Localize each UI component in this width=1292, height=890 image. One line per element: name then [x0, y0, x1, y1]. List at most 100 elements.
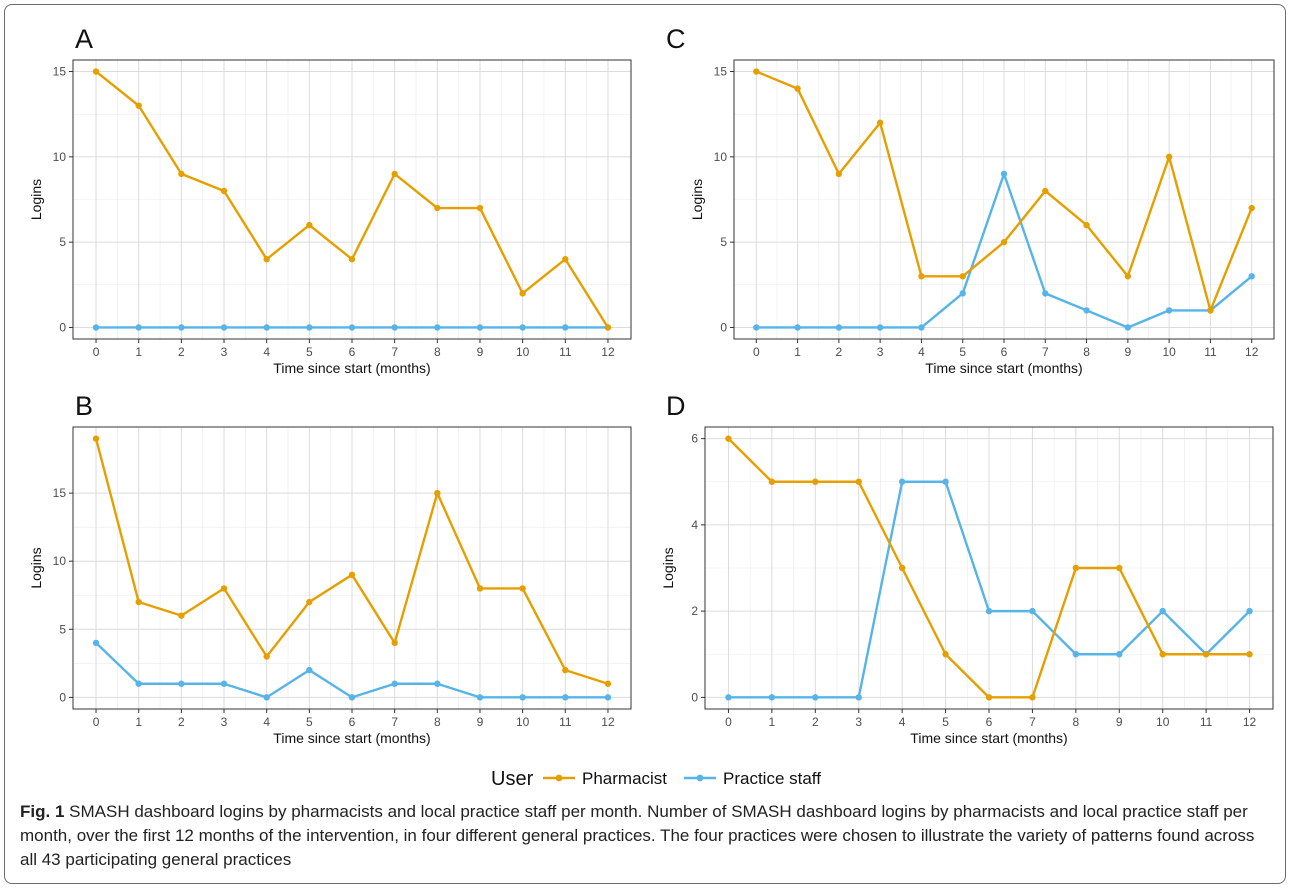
panel-b-series-pharmacist-point — [562, 666, 569, 674]
panel-a-xtick-label: 4 — [263, 345, 270, 359]
panel-d-xtick-label: 3 — [855, 715, 862, 729]
panel-c-xtick-label: 12 — [1245, 345, 1259, 359]
panel-c-series-practice-staff-point — [876, 324, 884, 331]
panel-d-series-pharmacist-point — [725, 435, 732, 442]
panel-c-ytick-label: 10 — [714, 150, 728, 164]
panel-c-series-pharmacist-point — [876, 119, 884, 126]
panel-b-series-practice-staff-point — [519, 694, 526, 701]
panel-c-series-practice-staff-point — [959, 290, 966, 297]
panel-a-ytick-label: 5 — [59, 235, 66, 249]
panel-d-series-practice-staff-point — [1159, 607, 1166, 615]
panel-c-xtick-label: 2 — [836, 345, 843, 359]
panel-d-series-pharmacist-point — [855, 478, 862, 485]
panel-b-series-practice-staff-point — [604, 694, 612, 701]
panel-b-series-practice-staff-point — [562, 694, 569, 701]
panel-c-series-practice-staff-point — [1000, 170, 1008, 178]
panel-b-series-pharmacist-point — [220, 585, 228, 592]
panel-c-xtick-label: 1 — [794, 345, 801, 359]
panel-b-xtick-label: 0 — [93, 715, 100, 729]
panel-c-series-practice-staff-point — [1124, 324, 1132, 331]
panel-b-xtick-label: 9 — [477, 715, 484, 729]
panel-d-series-practice-staff-point — [942, 478, 949, 485]
panel-a-series-pharmacist-point — [391, 170, 398, 178]
panel-a-series-practice-staff-point — [135, 324, 142, 331]
panel-c-series-practice-staff-point — [1165, 307, 1173, 314]
figure-caption: Fig. 1 SMASH dashboard logins by pharmac… — [20, 800, 1275, 872]
panel-d-series-pharmacist-point — [898, 564, 906, 572]
panel-b-xaxis-title: Time since start (months) — [273, 730, 430, 746]
panel-c-series-pharmacist-point — [835, 170, 843, 178]
panel-a-series-pharmacist-point — [476, 204, 484, 212]
panel-b-series-pharmacist-point — [306, 598, 313, 606]
panel-a-yaxis-title: Logins — [28, 179, 44, 220]
panel-b-series-pharmacist-point — [135, 598, 142, 606]
panel-b-ytick-label: 0 — [59, 690, 66, 704]
panel-c-series-pharmacist-point — [1000, 238, 1008, 246]
panel-d-xtick-label: 5 — [942, 715, 949, 729]
panel-c-series-practice-staff-point — [1042, 290, 1049, 297]
panel-a-xtick-label: 5 — [306, 345, 313, 359]
panel-d-xtick-label: 7 — [1029, 715, 1036, 729]
panel-d-xtick-label: 8 — [1073, 715, 1080, 729]
legend-entry-pharmacist-label: Pharmacist — [582, 769, 667, 788]
legend-entry-pharmacist-point — [555, 774, 563, 782]
panel-d-series-practice-staff-point — [855, 694, 862, 701]
panel-b-xtick-label: 2 — [178, 715, 185, 729]
panel-a-series-pharmacist-point — [92, 68, 100, 75]
panel-c-xtick-label: 11 — [1204, 345, 1217, 359]
panel-b-ytick-label: 5 — [59, 622, 66, 636]
panel-c-series-practice-staff-point — [918, 324, 925, 331]
panel-d-series-pharmacist-point — [768, 478, 776, 485]
panel-d-series-pharmacist-point — [1029, 694, 1036, 701]
panel-a-series-pharmacist-point — [263, 256, 270, 263]
panel-d-xtick-label: 1 — [769, 715, 776, 729]
legend-entry-practice-staff-label: Practice staff — [723, 769, 821, 788]
panel-b-xtick-label: 10 — [516, 715, 530, 729]
panel-b-series-practice-staff-point — [434, 680, 441, 687]
panel-a-series-practice-staff-point — [391, 324, 398, 331]
panel-d-xtick-label: 9 — [1116, 715, 1123, 729]
panel-a-letter: A — [75, 24, 93, 54]
panel-d-series-practice-staff-point — [1116, 651, 1123, 658]
panel-c-series-pharmacist-point — [794, 85, 801, 92]
panel-b-series-pharmacist-point — [476, 585, 484, 592]
panel-a-series-pharmacist-point — [306, 221, 313, 229]
panel-d-series-pharmacist-point — [1202, 651, 1210, 658]
panel-c-xtick-label: 10 — [1162, 345, 1176, 359]
panel-a-series-pharmacist-point — [135, 102, 142, 109]
panel-d-series-pharmacist-point — [942, 651, 949, 658]
panel-d-xaxis-title: Time since start (months) — [910, 730, 1067, 746]
panel-b-xtick-label: 3 — [221, 715, 228, 729]
panel-a-xtick-label: 6 — [349, 345, 356, 359]
panel-c-series-practice-staff-point — [1248, 273, 1255, 280]
panel-b-series-pharmacist-point — [434, 489, 441, 497]
panel-c-series-practice-staff-point — [1083, 307, 1090, 314]
panel-c-xaxis-title: Time since start (months) — [925, 360, 1082, 376]
panel-d-xtick-label: 12 — [1243, 715, 1257, 729]
panel-b-series-pharmacist-point — [92, 435, 100, 442]
panel-d-letter: D — [666, 391, 686, 421]
panel-b-series-practice-staff-point — [220, 680, 228, 687]
legend-title: User — [491, 768, 534, 790]
panel-c-xtick-label: 9 — [1125, 345, 1132, 359]
panel-b-xtick-label: 8 — [434, 715, 441, 729]
panel-a-series-pharmacist-point — [562, 256, 569, 263]
panel-a-ytick-label: 0 — [59, 320, 66, 334]
panel-c-series-practice-staff-point — [794, 324, 801, 331]
panel-a-xtick-label: 1 — [135, 345, 142, 359]
panel-a-series-practice-staff-point — [434, 324, 441, 331]
panel-c-yaxis-title: Logins — [689, 179, 705, 220]
panel-a-series-practice-staff-point — [348, 324, 356, 331]
panel-b-xtick-label: 12 — [601, 715, 615, 729]
panel-d-series-pharmacist-point — [985, 694, 993, 701]
panel-a-series-pharmacist-point — [434, 204, 441, 212]
panel-c-ytick-label: 5 — [720, 235, 727, 249]
panel-b-series-practice-staff-point — [476, 694, 484, 701]
panel-a-series-practice-staff-point — [562, 324, 569, 331]
panel-c-ytick-label: 15 — [714, 65, 728, 79]
panel-b-series-pharmacist-point — [604, 680, 612, 687]
panel-a-xtick-label: 7 — [391, 345, 398, 359]
panel-b-series-practice-staff-point — [391, 680, 398, 687]
